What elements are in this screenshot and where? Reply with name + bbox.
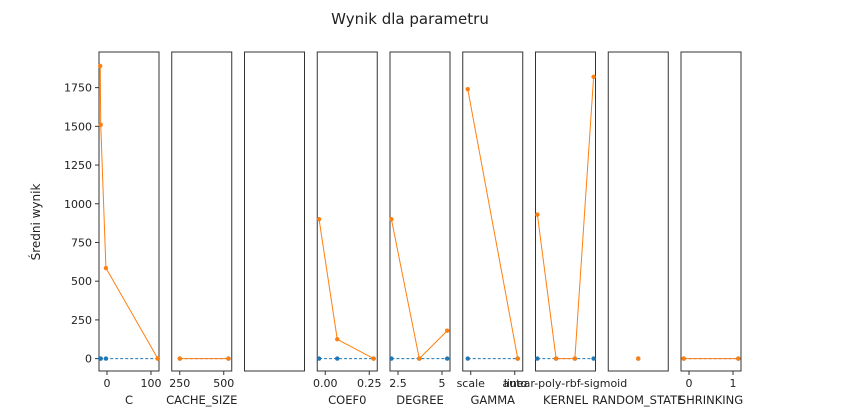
panel-frame xyxy=(98,51,160,372)
data-point xyxy=(681,356,686,361)
panel-frame xyxy=(389,51,451,372)
y-tick-label: 0 xyxy=(85,353,92,366)
x-tick-label: linear-poly-rbf-sigmoid xyxy=(504,377,627,390)
x-tick-label: 1 xyxy=(730,377,737,390)
data-point xyxy=(417,356,422,361)
y-axis-label: Średni wynik xyxy=(28,184,43,261)
panel-frame xyxy=(680,51,742,372)
data-point xyxy=(98,63,103,69)
x-axis-label: DEGREE xyxy=(396,393,444,407)
data-point xyxy=(389,217,394,222)
data-point xyxy=(316,217,322,222)
x-tick-label: 2.5 xyxy=(389,377,407,390)
x-tick-label: 100 xyxy=(141,377,162,390)
series-line xyxy=(99,65,159,359)
data-point xyxy=(177,356,183,361)
data-point xyxy=(335,337,340,342)
data-point xyxy=(591,74,596,79)
panel: 250 500 CACHE_SIZE xyxy=(166,51,237,407)
series-line xyxy=(536,76,595,360)
data-point xyxy=(736,356,741,361)
y-tick-label: 1750 xyxy=(64,82,92,95)
data-point xyxy=(515,356,520,361)
panel xyxy=(244,51,305,372)
data-point xyxy=(103,265,109,271)
data-point xyxy=(553,356,559,361)
series-line xyxy=(318,219,374,360)
data-point xyxy=(155,356,161,361)
data-point xyxy=(226,356,231,361)
data-point xyxy=(445,328,450,333)
series-line xyxy=(390,219,448,360)
panel: 0.00 0.25 COEF0 xyxy=(313,51,382,407)
data-point xyxy=(535,356,540,361)
data-point xyxy=(465,86,470,92)
y-tick-label: 1500 xyxy=(64,120,92,133)
chart-title: Wynik dla parametru xyxy=(331,10,489,28)
panel: linear-poly-rbf-sigmoid KERNEL xyxy=(504,51,627,407)
panel-frame xyxy=(607,51,669,372)
panel-frame xyxy=(535,51,596,372)
x-tick-label: 0 xyxy=(686,377,693,390)
data-point xyxy=(445,356,450,361)
panels: 0 100 C 250 500 CACHE_SIZE 0.00 0.25 COEF0 2.5 5 DE… xyxy=(98,51,743,407)
panel: RANDOM_STATE xyxy=(592,51,684,407)
data-point xyxy=(389,356,394,361)
y-axis-ticks: 0 250 500 750 1000 1250 1500 1750 xyxy=(64,82,99,366)
x-axis-label: SHRINKING xyxy=(679,393,743,407)
panel-frame xyxy=(171,51,233,372)
x-axis-label: CACHE_SIZE xyxy=(166,393,237,407)
data-point xyxy=(103,356,109,361)
x-tick-label: 500 xyxy=(213,377,234,390)
x-axis-label: COEF0 xyxy=(328,393,366,407)
x-tick-label: scale xyxy=(457,377,486,390)
panel-frame xyxy=(462,51,524,372)
panel: 0 100 C xyxy=(98,51,162,407)
panel: scale auto GAMMA xyxy=(457,51,527,407)
y-tick-label: 500 xyxy=(71,275,92,288)
panel-frame xyxy=(316,51,378,372)
data-point xyxy=(98,122,103,127)
series-line xyxy=(467,89,519,359)
panel: 0 1 SHRINKING xyxy=(679,51,743,407)
x-tick-label: 250 xyxy=(169,377,190,390)
x-axis-label: C xyxy=(125,393,133,407)
data-point xyxy=(335,356,340,361)
x-axis-label: GAMMA xyxy=(471,393,516,407)
panel-frame xyxy=(244,51,305,372)
y-tick-label: 250 xyxy=(71,314,92,327)
data-point xyxy=(465,356,470,361)
x-tick-label: 5 xyxy=(439,377,446,390)
data-point xyxy=(572,356,578,361)
x-tick-label: auto xyxy=(502,377,527,390)
x-tick-label: 0 xyxy=(104,377,111,390)
data-point xyxy=(371,356,376,361)
y-tick-label: 750 xyxy=(71,236,92,249)
data-point xyxy=(98,356,103,361)
data-point xyxy=(591,356,596,361)
data-point xyxy=(535,212,540,217)
y-tick-label: 1000 xyxy=(64,198,92,211)
x-axis-label: RANDOM_STATE xyxy=(592,393,684,407)
data-point xyxy=(316,356,322,361)
y-tick-label: 1250 xyxy=(64,159,92,172)
x-axis-label: KERNEL xyxy=(543,393,589,407)
x-tick-label: 0.00 xyxy=(313,377,338,390)
x-tick-label: 0.25 xyxy=(357,377,382,390)
panel: 2.5 5 DEGREE xyxy=(389,51,451,407)
data-point xyxy=(636,356,641,361)
